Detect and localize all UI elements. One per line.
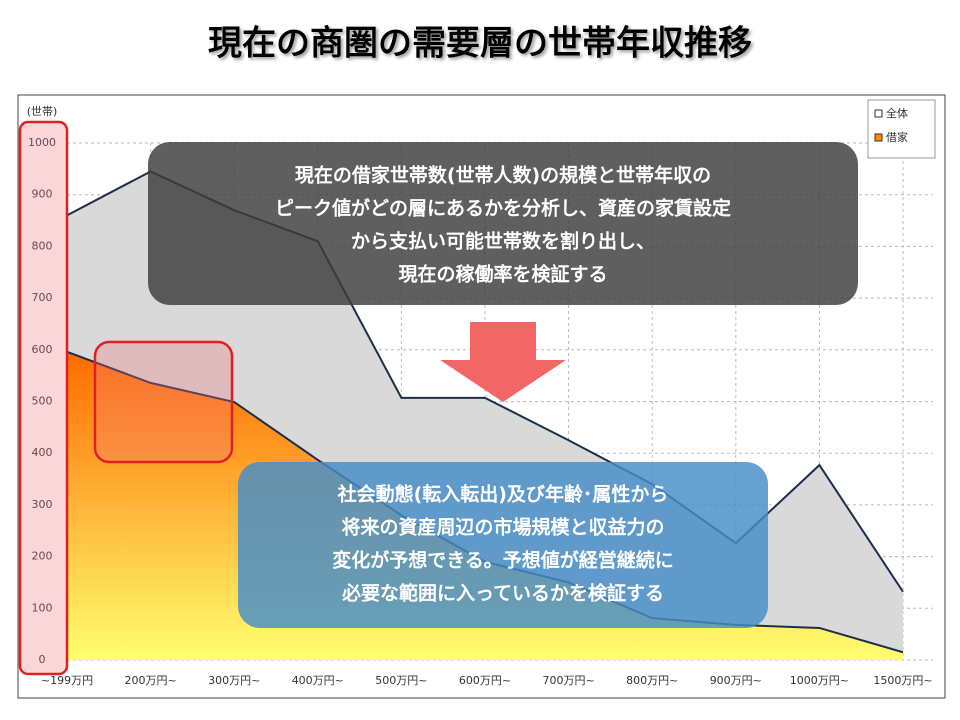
y-axis-label: (世帯) — [27, 105, 58, 118]
x-tick-label: ~199万円 — [41, 674, 93, 687]
peak-highlight — [93, 340, 234, 464]
y-tick-label: 900 — [32, 188, 53, 201]
x-tick-label: 500万円~ — [375, 674, 427, 687]
callout-text: 社会動態(転入転出)及び年齢･属性から — [337, 483, 669, 506]
x-tick-label: 1000万円~ — [790, 674, 849, 687]
callout-text: 現在の借家世帯数(世帯人数)の規模と世帯年収の — [295, 164, 711, 187]
x-tick-label: 900万円~ — [710, 674, 762, 687]
x-tick-label: 400万円~ — [292, 674, 344, 687]
callout-box — [148, 142, 858, 305]
y-tick-label: 1000 — [28, 136, 56, 149]
y-tick-label: 500 — [32, 395, 53, 408]
legend-swatch — [874, 133, 883, 142]
x-tick-label: 800万円~ — [626, 674, 678, 687]
callout-text: 変化が予想できる。予想値が経営継続に — [332, 549, 674, 572]
y-tick-label: 400 — [32, 446, 53, 459]
callout-text: から支払い可能世帯数を割り出し、 — [351, 230, 655, 253]
y-tick-label: 800 — [32, 239, 53, 252]
legend-label: 全体 — [886, 106, 908, 120]
y-tick-label: 300 — [32, 498, 53, 511]
y-tick-label: 200 — [32, 550, 53, 563]
y-tick-label: 100 — [32, 601, 53, 614]
x-tick-label: 200万円~ — [124, 674, 176, 687]
legend-swatch — [874, 109, 883, 118]
axis-highlight — [18, 120, 69, 676]
arrow — [440, 322, 566, 402]
callout-box — [238, 462, 768, 628]
callout-text: 必要な範囲に入っているかを検証する — [341, 582, 664, 605]
x-tick-label: 600万円~ — [459, 674, 511, 687]
x-tick-label: 300万円~ — [208, 674, 260, 687]
y-tick-label: 700 — [32, 291, 53, 304]
y-tick-label: 600 — [32, 343, 53, 356]
x-tick-label: 700万円~ — [542, 674, 594, 687]
slide-title: 現在の商圏の需要層の世帯年収推移 — [208, 24, 752, 64]
callout-text: 将来の資産周辺の市場規模と収益力の — [341, 516, 664, 539]
callout-text: 現在の稼働率を検証する — [398, 263, 607, 286]
y-tick-label: 0 — [39, 653, 46, 666]
legend-label: 借家 — [886, 130, 908, 144]
x-tick-label: 1500万円~ — [873, 674, 932, 687]
callout-text: ピーク値がどの層にあるかを分析し、資産の家賃設定 — [275, 197, 731, 220]
